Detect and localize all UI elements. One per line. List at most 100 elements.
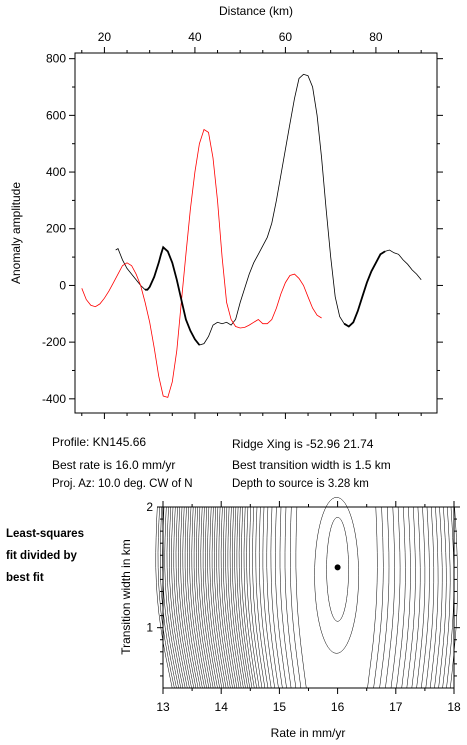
contour-line bbox=[238, 506, 253, 689]
x-tick-label: 20 bbox=[98, 30, 112, 44]
ridge-crossing-label: Ridge Xing is -52.96 21.74 bbox=[232, 437, 374, 451]
contour-line bbox=[379, 506, 390, 689]
contour-line bbox=[207, 506, 223, 689]
y-tick-label: 200 bbox=[46, 222, 66, 236]
contour-line bbox=[225, 506, 240, 689]
y-tick-label: -400 bbox=[42, 392, 66, 406]
contour-line bbox=[214, 506, 229, 689]
contour-line bbox=[438, 506, 447, 689]
contour-line bbox=[446, 506, 455, 689]
contour-line bbox=[184, 506, 201, 689]
profile-axes-ticks: 20 40 60 80 -400 -200 0 200 400 600 800 bbox=[42, 30, 443, 419]
rate-tick-label: 14 bbox=[215, 700, 229, 714]
contour-line bbox=[205, 506, 220, 689]
contour-line bbox=[209, 506, 225, 689]
contour-line bbox=[416, 506, 426, 689]
contour-line bbox=[255, 506, 269, 689]
contour-line bbox=[411, 506, 421, 689]
contour-line bbox=[180, 506, 197, 689]
contour-line bbox=[160, 506, 177, 689]
observed-anomaly-line bbox=[115, 73, 422, 346]
best-width-label: Best transition width is 1.5 km bbox=[232, 458, 391, 472]
contour-line bbox=[223, 506, 238, 689]
contour-line bbox=[258, 506, 272, 689]
profile-series-group bbox=[81, 73, 422, 398]
contour-line bbox=[249, 506, 263, 689]
contour-y-axis-title: Transition width in km bbox=[119, 539, 133, 655]
width-tick-label: 1 bbox=[146, 621, 153, 635]
contour-line bbox=[385, 506, 395, 689]
contour-line bbox=[193, 506, 210, 689]
contour-line bbox=[279, 506, 292, 689]
contour-line bbox=[246, 506, 260, 689]
y-tick-label: -200 bbox=[42, 335, 66, 349]
contour-description-line: Least-squares bbox=[6, 528, 84, 540]
contour-line bbox=[236, 506, 251, 689]
contour-line bbox=[227, 506, 242, 689]
contour-lines bbox=[155, 497, 458, 689]
contour-line bbox=[434, 506, 443, 689]
contour-line bbox=[421, 506, 430, 689]
profile-y-axis-title: Anomaly amplitude bbox=[9, 182, 23, 284]
contour-line bbox=[262, 506, 275, 689]
observed-fit-segment bbox=[343, 250, 386, 328]
contour-line bbox=[326, 517, 349, 622]
profile-plot-frame bbox=[74, 52, 438, 414]
contour-line bbox=[396, 506, 406, 689]
y-tick-label: 400 bbox=[46, 165, 66, 179]
contour-description-line: fit divided by bbox=[6, 550, 77, 562]
x-tick-label: 40 bbox=[188, 30, 202, 44]
contour-x-axis-title: Rate in mm/yr bbox=[271, 726, 346, 740]
contour-line bbox=[270, 506, 283, 689]
y-tick-label: 600 bbox=[46, 108, 66, 122]
contour-line bbox=[196, 506, 212, 689]
rate-tick-label: 13 bbox=[156, 700, 170, 714]
contour-line bbox=[266, 506, 279, 689]
contour-line bbox=[252, 506, 266, 689]
contour-line bbox=[442, 506, 451, 689]
contour-line bbox=[284, 506, 297, 689]
rate-tick-label: 16 bbox=[331, 700, 345, 714]
contour-line bbox=[406, 506, 416, 689]
contour-line bbox=[390, 506, 401, 689]
contour-line bbox=[373, 506, 384, 689]
contour-line bbox=[314, 497, 359, 654]
x-tick-label: 80 bbox=[369, 30, 383, 44]
x-tick-label: 60 bbox=[279, 30, 293, 44]
contour-line bbox=[198, 506, 214, 689]
y-tick-label: 0 bbox=[59, 278, 66, 292]
observed-fit-segment bbox=[145, 245, 201, 346]
contour-line bbox=[157, 506, 175, 689]
contour-line bbox=[189, 506, 205, 689]
contour-line bbox=[166, 506, 184, 689]
profile-label: Profile: KN145.66 bbox=[52, 435, 147, 449]
contour-line bbox=[164, 506, 182, 689]
contour-line bbox=[173, 506, 190, 689]
misfit-contour-chart: 13 14 15 16 17 18 1 2 Rate in mm/yr Transition … bbox=[119, 497, 461, 740]
contour-line bbox=[171, 506, 188, 689]
contour-line bbox=[234, 506, 248, 689]
contour-axes-ticks: 13 14 15 16 17 18 1 2 bbox=[146, 500, 461, 714]
contour-line bbox=[425, 506, 435, 689]
contour-description: Least-squares fit divided by best fit bbox=[6, 523, 84, 589]
contour-line bbox=[243, 506, 257, 689]
contour-line bbox=[155, 506, 173, 689]
rate-tick-label: 15 bbox=[273, 700, 287, 714]
width-tick-label: 2 bbox=[146, 500, 153, 514]
contour-line bbox=[216, 506, 231, 689]
contour-line bbox=[275, 506, 287, 689]
contour-line bbox=[187, 506, 203, 689]
contour-line bbox=[295, 506, 307, 689]
contour-line bbox=[241, 506, 255, 689]
contour-line bbox=[175, 506, 192, 689]
contour-line bbox=[290, 506, 302, 689]
model-anomaly-line bbox=[81, 128, 322, 398]
contour-description-line: best fit bbox=[6, 572, 44, 584]
contour-line bbox=[401, 506, 411, 689]
rate-tick-label: 18 bbox=[447, 700, 461, 714]
contour-line bbox=[229, 506, 244, 689]
contour-line bbox=[169, 506, 186, 689]
contour-line bbox=[211, 506, 227, 689]
rate-tick-label: 17 bbox=[389, 700, 403, 714]
